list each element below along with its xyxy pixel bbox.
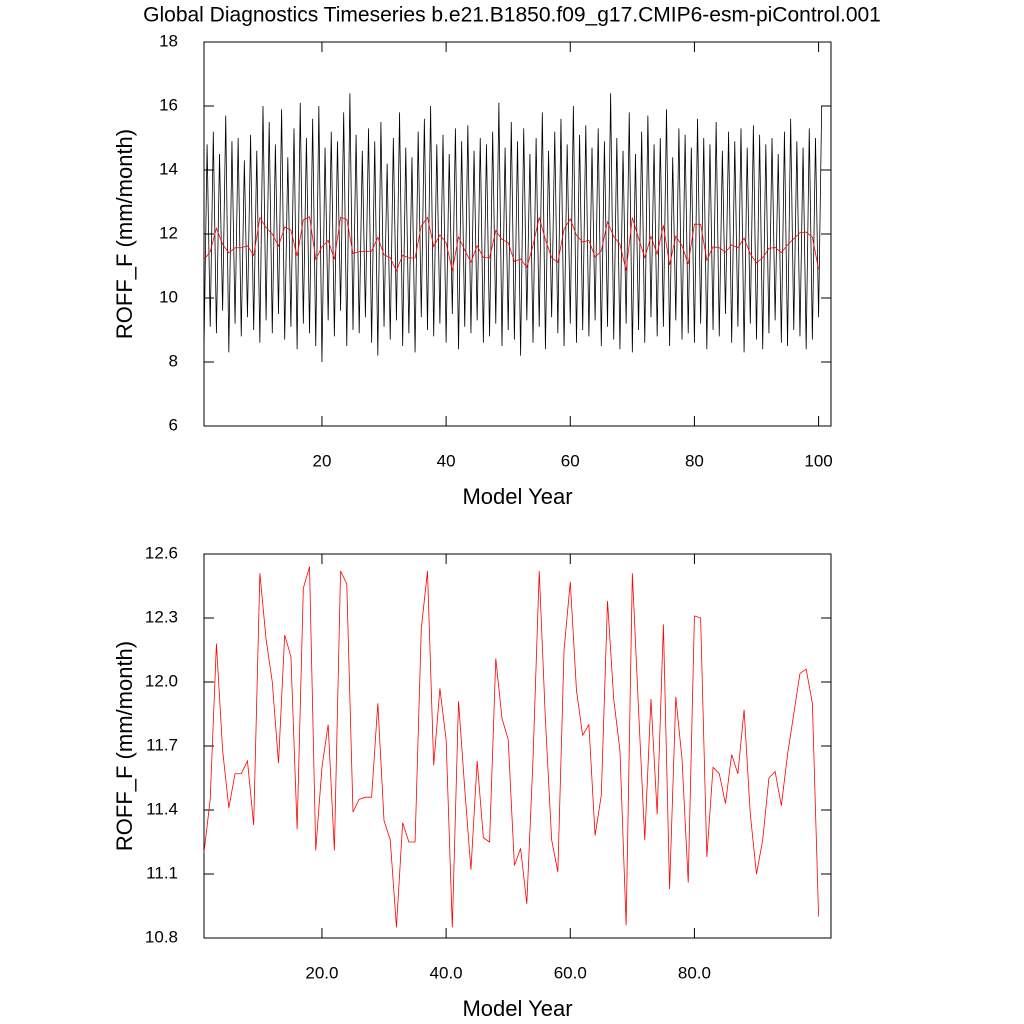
y-tick-label: 18 <box>159 31 178 50</box>
y-tick-label: 12.6 <box>145 543 178 562</box>
y-axis-label: ROFF_F (mm/month) <box>112 641 137 851</box>
y-tick-label: 14 <box>159 159 178 178</box>
y-tick-label: 11.4 <box>146 799 178 818</box>
data-line <box>203 216 819 272</box>
x-tick-label: 60.0 <box>554 963 587 982</box>
y-axis-label: ROFF_F (mm/month) <box>112 129 137 339</box>
x-tick-label: 80 <box>685 451 704 470</box>
y-tick-label: 16 <box>159 95 178 114</box>
x-tick-label: 100 <box>804 451 832 470</box>
y-tick-label: 10 <box>159 287 178 306</box>
y-tick-label: 11.1 <box>146 863 178 882</box>
chart-title: Global Diagnostics Timeseries b.e21.B185… <box>143 4 881 27</box>
x-tick-label: 40.0 <box>430 963 463 982</box>
y-tick-label: 10.8 <box>145 927 178 946</box>
data-line <box>203 93 823 363</box>
x-tick-label: 20 <box>312 451 331 470</box>
y-tick-label: 12.0 <box>145 671 178 690</box>
x-tick-label: 60 <box>561 451 580 470</box>
x-tick-label: 80.0 <box>678 963 711 982</box>
y-tick-label: 11.7 <box>146 735 178 754</box>
x-tick-label: 40 <box>437 451 456 470</box>
y-tick-label: 6 <box>169 415 178 434</box>
y-tick-label: 12 <box>159 223 178 242</box>
x-tick-label: 20.0 <box>305 963 338 982</box>
data-line <box>203 566 819 928</box>
y-tick-label: 8 <box>169 351 178 370</box>
x-axis-label: Model Year <box>462 996 572 1021</box>
y-tick-label: 12.3 <box>145 607 178 626</box>
x-axis-label: Model Year <box>462 484 572 509</box>
